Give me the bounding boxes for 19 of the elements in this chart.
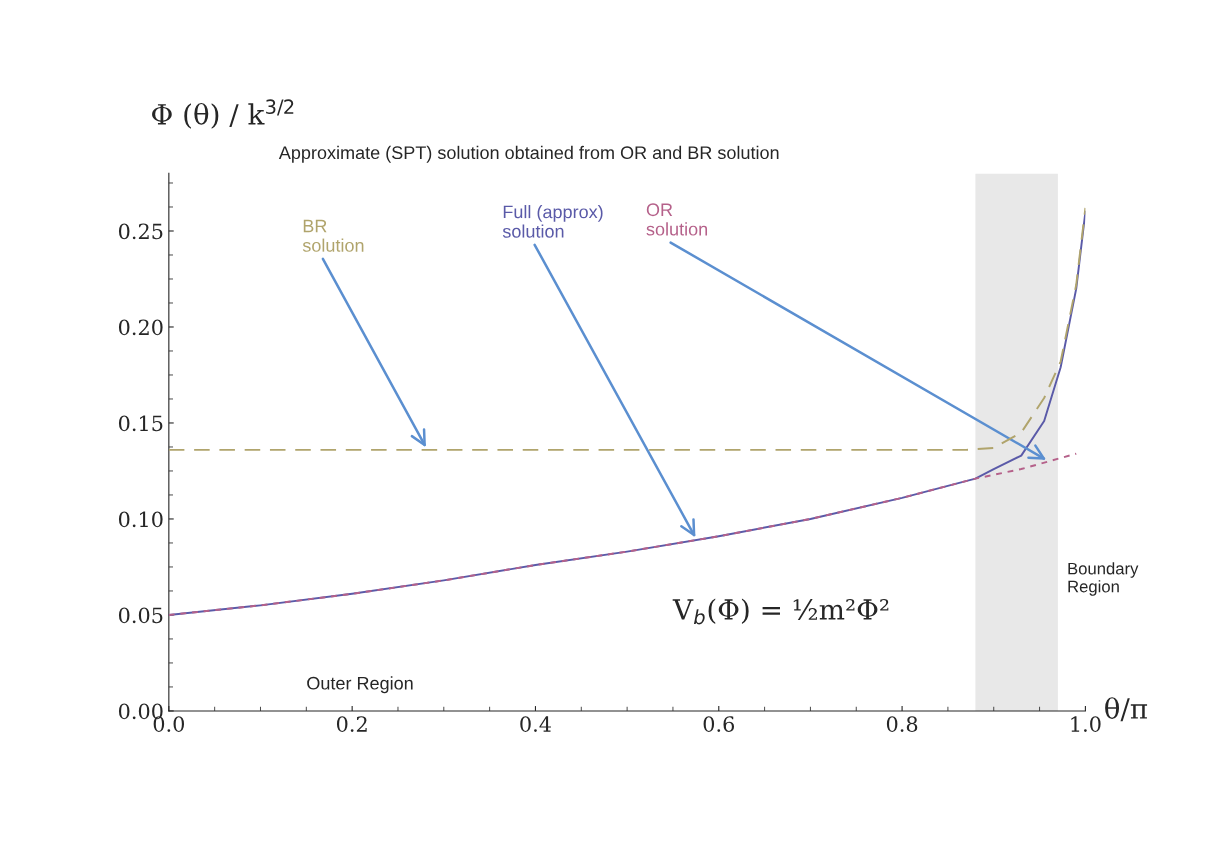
y-axis-title: Φ (θ) / k$^{3/2}$ [152, 99, 294, 129]
y-tick-label: 0.20 [118, 319, 163, 336]
chart-title: Approximate (SPT) solution obtained from OR and BR solution [278, 145, 779, 163]
annotation: V$_{b}$(Φ) = ½m²Φ² [672, 598, 889, 625]
y-tick-label: 0.25 [118, 223, 163, 240]
x-tick-label: 0.4 [520, 716, 551, 732]
text: BR solution [302, 219, 364, 252]
x-tick-label: 1.0 [1071, 716, 1101, 732]
text: Full (approx) solution [502, 205, 603, 238]
y-tick-label: 0.10 [118, 511, 163, 528]
text: OR solution [646, 203, 708, 236]
band-label: Boundary Region [1068, 562, 1139, 596]
x-tick-label: 0.2 [336, 716, 367, 732]
x-axis-title: θ/π [1105, 697, 1148, 722]
y-tick-label: 0.05 [118, 607, 163, 624]
x-tick-label: 0.8 [886, 716, 918, 732]
annotation: Outer Region [307, 676, 413, 694]
x-tick-label: 0.6 [703, 716, 735, 732]
y-tick-label: 0.15 [118, 415, 163, 432]
